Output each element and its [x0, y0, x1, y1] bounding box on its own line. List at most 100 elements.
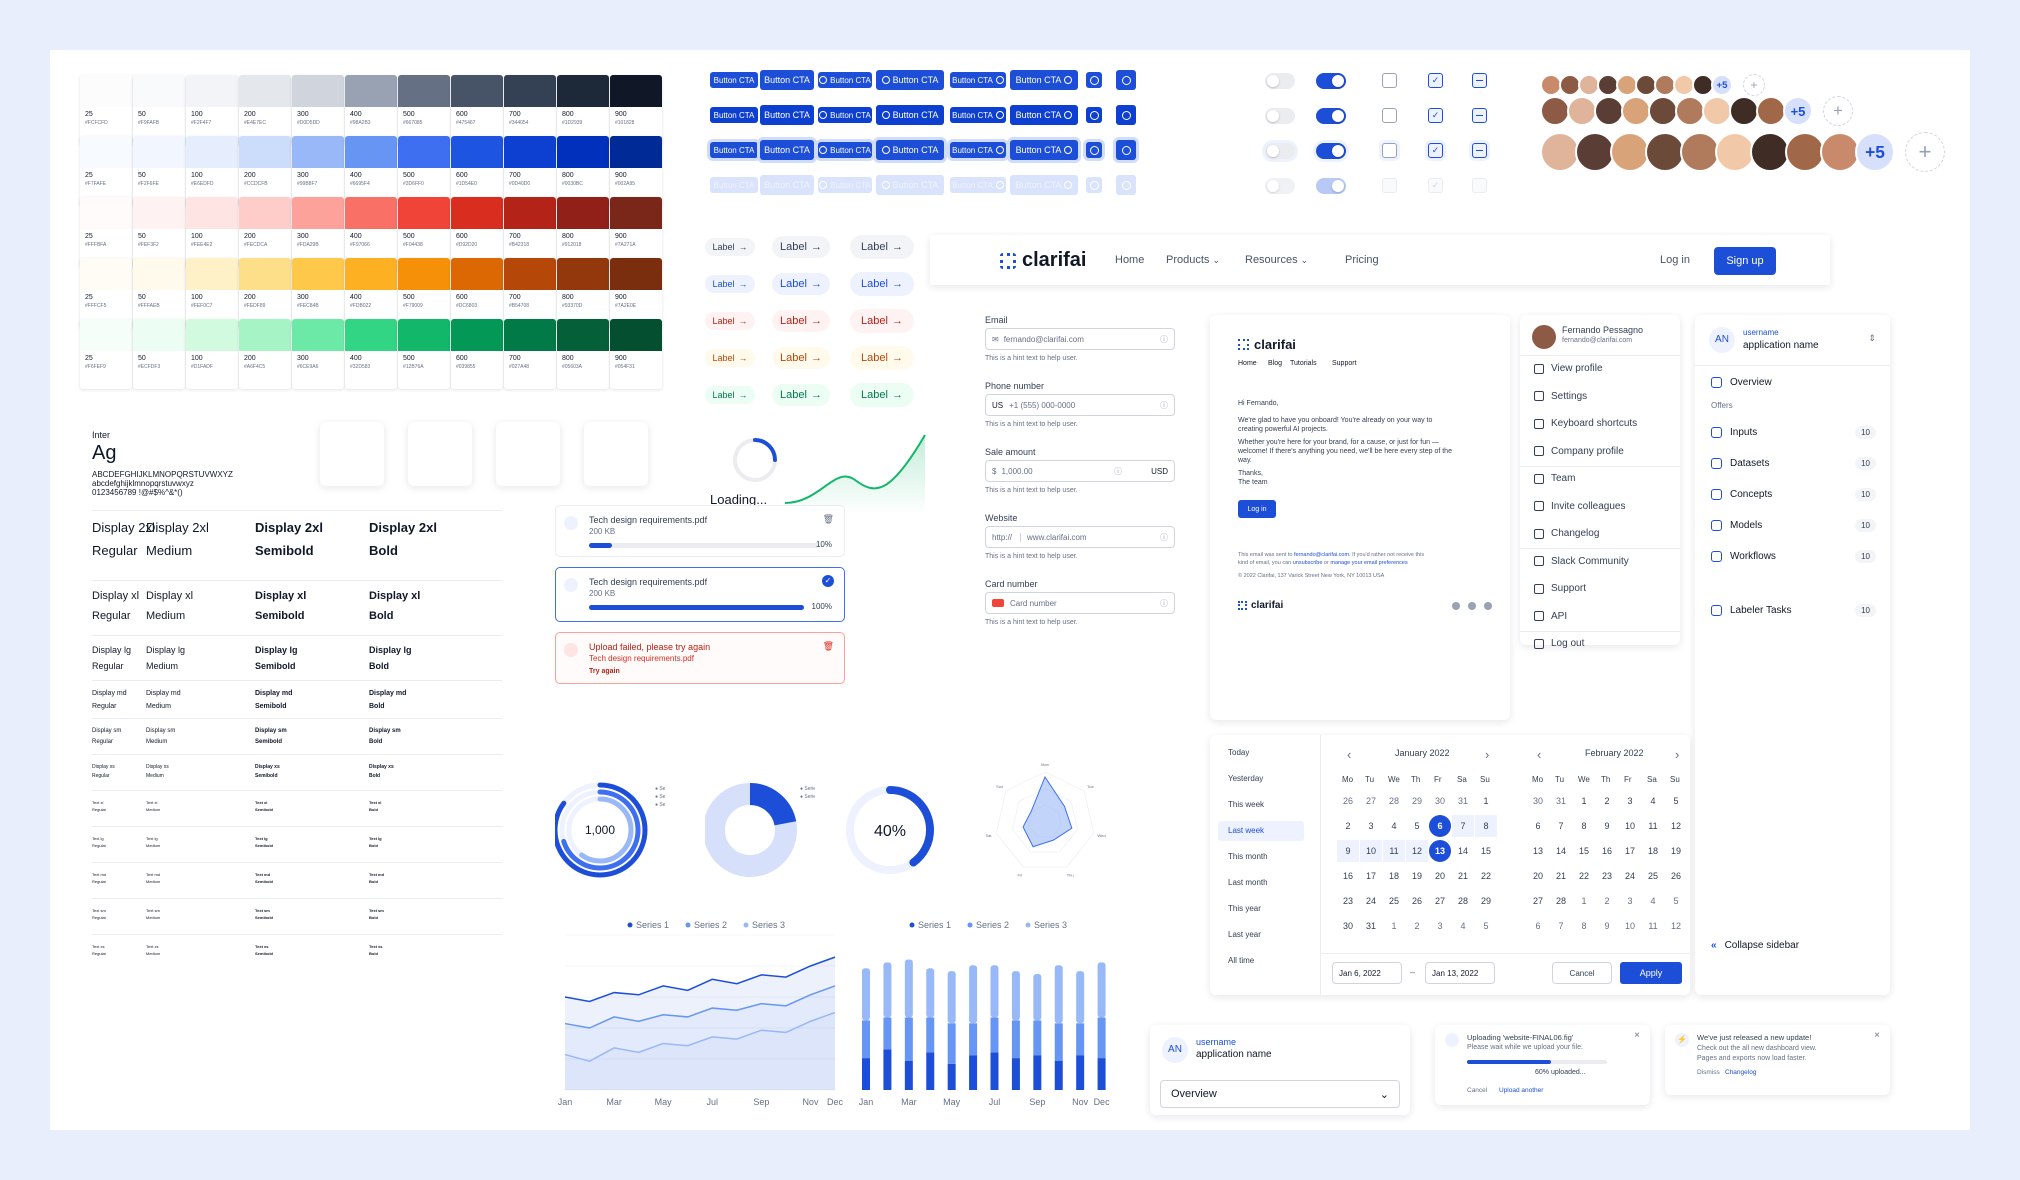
calendar-day[interactable]: 11	[1383, 840, 1405, 862]
calendar-day[interactable]: 24	[1624, 871, 1635, 881]
calendar-day[interactable]: 6	[1535, 821, 1541, 831]
calendar-day[interactable]: 17	[1365, 871, 1376, 881]
calendar-day[interactable]: 5	[1414, 821, 1420, 831]
calendar-day[interactable]: 8	[1475, 815, 1497, 837]
calendar-day[interactable]: 24	[1365, 896, 1376, 906]
checkbox-checked[interactable]: ✓	[1428, 143, 1443, 158]
website-input[interactable]: http:// www.clarifai.com ⓘ	[985, 526, 1175, 548]
calendar-day[interactable]: 10	[1624, 921, 1635, 931]
calendar-day[interactable]: 16	[1342, 871, 1353, 881]
calendar-day[interactable]: 12	[1670, 921, 1681, 931]
calendar-day[interactable]: 31	[1457, 796, 1468, 806]
calendar-day[interactable]: 31	[1555, 796, 1566, 806]
checkbox[interactable]	[1382, 143, 1397, 158]
cta-button[interactable]: Button CTA	[710, 177, 758, 193]
calendar-day[interactable]: 23	[1601, 871, 1612, 881]
checkbox-indeterminate[interactable]	[1472, 178, 1487, 193]
unsubscribe-link[interactable]: unsubscribe	[1292, 560, 1323, 566]
cta-button[interactable]: Button CTA	[950, 177, 1006, 193]
calendar-day[interactable]: 6	[1429, 815, 1451, 837]
twitter-icon[interactable]	[1452, 602, 1460, 610]
date-preset[interactable]: Yesterday	[1228, 774, 1264, 783]
calendar-day[interactable]: 5	[1673, 796, 1679, 806]
toggle-on[interactable]	[1316, 178, 1346, 194]
toggle-on[interactable]	[1316, 108, 1346, 124]
cta-button[interactable]: Button CTA	[1010, 175, 1078, 195]
calendar-day[interactable]: 10	[1624, 821, 1635, 831]
icon-button[interactable]	[1116, 140, 1136, 160]
add-avatar-button[interactable]: +	[1823, 96, 1853, 126]
checkbox-indeterminate[interactable]	[1472, 73, 1487, 88]
calendar-day[interactable]: 4	[1650, 896, 1656, 906]
toggle-on[interactable]	[1316, 73, 1346, 89]
email-nav-link[interactable]: Home	[1238, 360, 1257, 367]
brand-logo[interactable]: clarifai	[1000, 249, 1086, 272]
calendar-day[interactable]: 19	[1411, 871, 1422, 881]
icon-button[interactable]	[1116, 70, 1136, 90]
icon-button[interactable]	[1086, 107, 1102, 123]
calendar-day[interactable]: 8	[1581, 921, 1587, 931]
date-preset[interactable]: This month	[1228, 852, 1268, 861]
card-input[interactable]: Card number ⓘ	[985, 592, 1175, 614]
checkbox[interactable]	[1382, 73, 1397, 88]
calendar-day[interactable]: 27	[1434, 896, 1445, 906]
cta-button[interactable]: Button CTA	[950, 142, 1006, 158]
calendar-day[interactable]: 28	[1388, 796, 1399, 806]
calendar-day[interactable]: 15	[1578, 846, 1589, 856]
chevron-updown-icon[interactable]: ⇕	[1868, 333, 1876, 343]
facebook-icon[interactable]	[1468, 602, 1476, 610]
calendar-day[interactable]: 22	[1578, 871, 1589, 881]
profile-menu-item[interactable]: Keyboard shortcuts	[1534, 418, 1637, 429]
calendar-day[interactable]: 5	[1483, 921, 1489, 931]
sale-input[interactable]: $1,000.00 USD ⓘ	[985, 460, 1175, 482]
checkbox-indeterminate[interactable]	[1472, 143, 1487, 158]
cta-button[interactable]: Button CTA	[876, 140, 944, 160]
calendar-day[interactable]: 22	[1480, 871, 1491, 881]
cta-button[interactable]: Button CTA	[760, 70, 814, 90]
cta-button[interactable]: Button CTA	[818, 142, 872, 158]
calendar-day[interactable]: 9	[1337, 840, 1359, 862]
sidebar-item-workflows[interactable]: Workflows	[1711, 551, 1776, 562]
cta-button[interactable]: Button CTA	[818, 177, 872, 193]
toggle-off[interactable]	[1265, 143, 1295, 159]
profile-menu-item[interactable]: API	[1534, 611, 1567, 622]
upload-another-link[interactable]: Upload another	[1499, 1087, 1544, 1094]
checkbox[interactable]	[1382, 178, 1397, 193]
calendar-day[interactable]: 3	[1437, 921, 1443, 931]
calendar-day[interactable]: 26	[1670, 871, 1681, 881]
cta-button[interactable]: Button CTA	[760, 105, 814, 125]
calendar-day[interactable]: 12	[1406, 840, 1428, 862]
add-avatar-button[interactable]: +	[1743, 74, 1765, 96]
dismiss-link[interactable]: Dismiss	[1697, 1069, 1720, 1076]
calendar-day[interactable]: 4	[1460, 921, 1466, 931]
checkbox-indeterminate[interactable]	[1472, 108, 1487, 123]
nav-resources[interactable]: Resources ⌄	[1245, 254, 1308, 266]
date-preset[interactable]: Last year	[1228, 930, 1261, 939]
calendar-day[interactable]: 11	[1648, 821, 1658, 831]
icon-button[interactable]	[1086, 177, 1102, 193]
cancel-link[interactable]: Cancel	[1467, 1087, 1488, 1094]
cta-button[interactable]: Button CTA	[818, 107, 872, 123]
calendar-day[interactable]: 9	[1604, 921, 1610, 931]
calendar-day[interactable]: 2	[1414, 921, 1420, 931]
cta-button[interactable]: Button CTA	[1010, 70, 1078, 90]
checkbox[interactable]	[1382, 108, 1397, 123]
changelog-link[interactable]: Changelog	[1725, 1069, 1757, 1076]
sidebar-username[interactable]: username	[1743, 328, 1779, 337]
chevron-left-icon[interactable]: ‹	[1347, 747, 1352, 762]
calendar-day[interactable]: 29	[1480, 896, 1491, 906]
calendar-day[interactable]: 1	[1581, 896, 1587, 906]
nav-pricing[interactable]: Pricing	[1345, 254, 1379, 266]
profile-menu-item[interactable]: Invite colleagues	[1534, 501, 1626, 512]
select-username[interactable]: username	[1196, 1037, 1237, 1047]
cancel-button[interactable]: Cancel	[1552, 962, 1612, 984]
calendar-day[interactable]: 3	[1627, 896, 1633, 906]
calendar-day[interactable]: 7	[1452, 815, 1474, 837]
trash-icon[interactable]: 🗑	[822, 641, 834, 651]
currency-select[interactable]: USD	[1151, 466, 1168, 476]
calendar-day[interactable]: 1	[1581, 796, 1587, 806]
profile-menu-item[interactable]: Team	[1534, 473, 1575, 484]
cta-button[interactable]: Button CTA	[760, 140, 814, 160]
signup-button[interactable]: Sign up	[1714, 247, 1776, 275]
date-preset[interactable]: All time	[1228, 956, 1255, 965]
